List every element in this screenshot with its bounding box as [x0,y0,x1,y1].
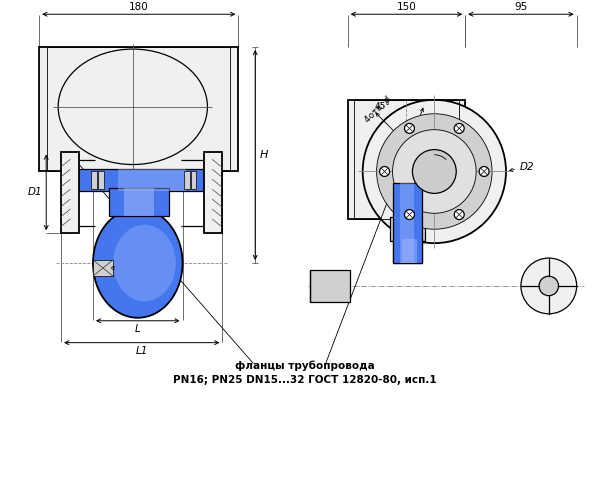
Circle shape [393,130,476,213]
Text: PN16; PN25 DN15...32 ГОСТ 12820-80, исп.1: PN16; PN25 DN15...32 ГОСТ 12820-80, исп.… [173,375,437,385]
Circle shape [521,258,577,314]
Text: D2: D2 [509,161,534,171]
Bar [183,171,190,190]
Circle shape [405,123,415,133]
Circle shape [363,100,506,243]
Circle shape [405,210,415,219]
Text: фланцы трубопровода: фланцы трубопровода [235,360,375,371]
Bar [61,152,79,233]
Text: 45°: 45° [375,102,391,110]
Circle shape [412,150,456,193]
Text: D1: D1 [27,187,42,197]
Bar [399,183,415,263]
Bar [98,171,104,190]
Bar [310,270,350,302]
Circle shape [539,276,559,296]
Bar [354,100,459,219]
Circle shape [479,167,489,177]
Bar [205,152,223,233]
Ellipse shape [93,208,183,318]
Bar [402,239,418,263]
Bar [390,217,425,241]
Text: 150: 150 [397,2,416,12]
Bar [93,260,113,276]
Bar [124,189,154,216]
Bar [91,171,97,190]
Text: e: e [111,265,115,271]
Bar [109,189,168,216]
Text: L: L [135,324,140,334]
Circle shape [377,114,492,229]
Text: H: H [260,150,268,160]
Text: 95: 95 [514,2,528,12]
Bar [393,183,422,263]
Text: 4отв. d: 4отв. d [364,95,393,125]
Bar [393,239,422,263]
Circle shape [380,167,390,177]
Bar [190,171,196,190]
Ellipse shape [58,49,208,165]
Bar [73,169,208,192]
Text: 180: 180 [129,2,149,12]
Bar [39,47,238,171]
Text: DN: DN [415,118,445,156]
Text: L1: L1 [136,346,148,356]
Circle shape [454,210,464,219]
Bar [47,47,230,171]
Bar [347,100,465,219]
Bar [118,169,186,192]
Ellipse shape [113,225,176,301]
Circle shape [454,123,464,133]
